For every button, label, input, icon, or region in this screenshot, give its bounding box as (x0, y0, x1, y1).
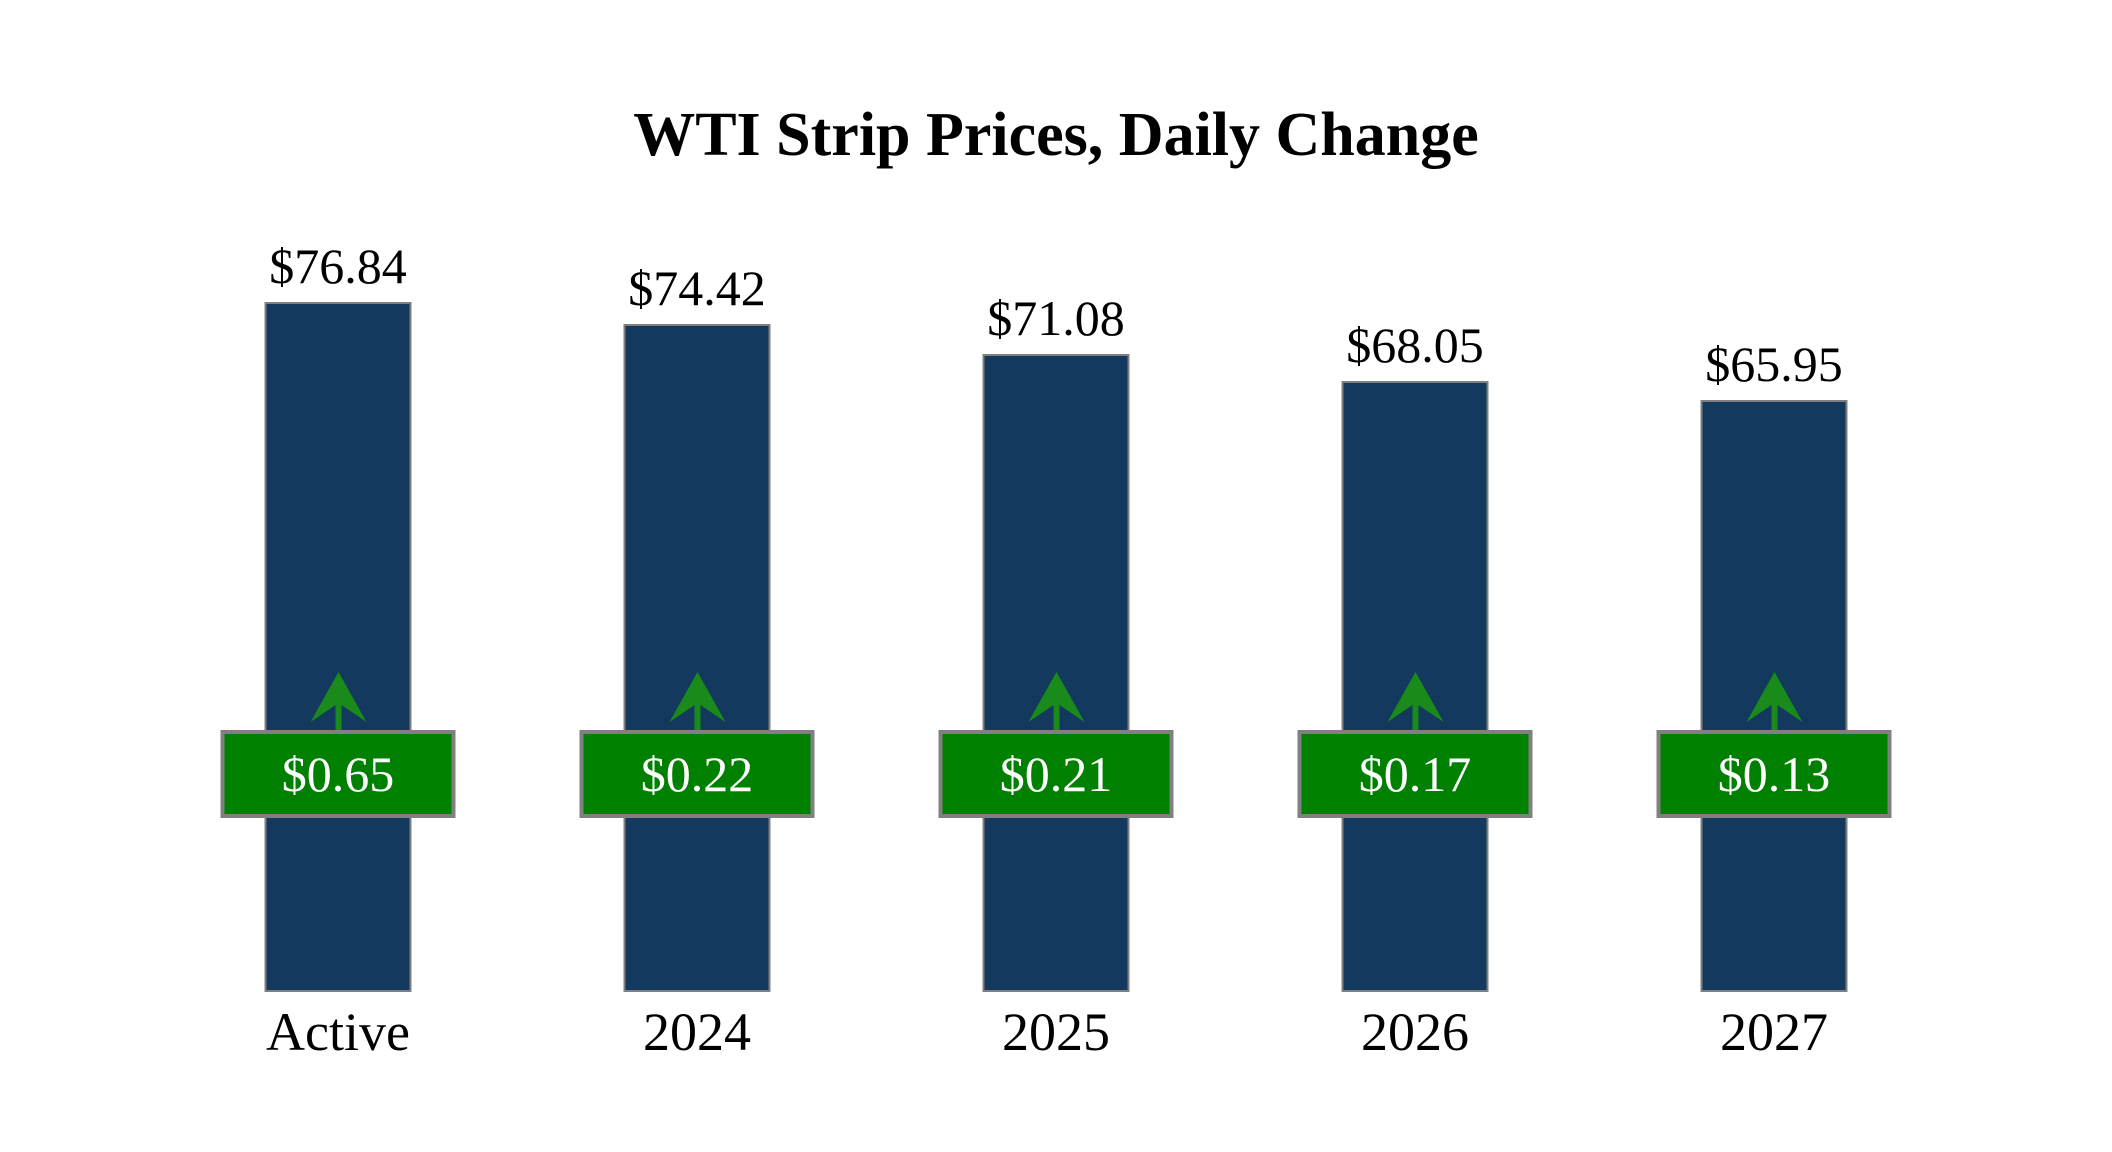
price-label: $76.84 (269, 238, 407, 294)
change-badge: $0.21 (938, 730, 1174, 818)
plot-area: $76.84 $0.65 Active $74.42 $0.22 2024 $7… (220, 0, 1892, 1152)
change-value: $0.22 (640, 746, 754, 802)
price-label: $65.95 (1705, 336, 1843, 392)
category-label: 2026 (1361, 1002, 1469, 1062)
price-label: $71.08 (987, 290, 1125, 346)
change-value: $0.21 (999, 746, 1113, 802)
bar (264, 302, 412, 992)
category-label: Active (266, 1002, 410, 1062)
bar-column: $76.84 $0.65 Active (220, 0, 456, 1152)
change-value: $0.17 (1358, 746, 1472, 802)
up-arrow-icon (310, 672, 366, 730)
bar-column: $74.42 $0.22 2024 (579, 0, 815, 1152)
category-label: 2025 (1002, 1002, 1110, 1062)
category-label: 2027 (1720, 1002, 1828, 1062)
bar-column: $65.95 $0.13 2027 (1656, 0, 1892, 1152)
up-arrow-icon (1387, 672, 1443, 730)
bar-column: $68.05 $0.17 2026 (1297, 0, 1533, 1152)
price-label: $68.05 (1346, 317, 1484, 373)
change-value: $0.13 (1717, 746, 1831, 802)
up-arrow-icon (1028, 672, 1084, 730)
up-arrow-icon (669, 672, 725, 730)
change-value: $0.65 (281, 746, 395, 802)
change-badge: $0.13 (1656, 730, 1892, 818)
chart-title: WTI Strip Prices, Daily Change (633, 101, 1479, 169)
bar (623, 324, 771, 992)
change-badge: $0.17 (1297, 730, 1533, 818)
up-arrow-icon (1746, 672, 1802, 730)
price-label: $74.42 (628, 260, 766, 316)
category-label: 2024 (643, 1002, 751, 1062)
change-badge: $0.65 (220, 730, 456, 818)
bar-column: $71.08 $0.21 2025 (938, 0, 1174, 1152)
change-badge: $0.22 (579, 730, 815, 818)
